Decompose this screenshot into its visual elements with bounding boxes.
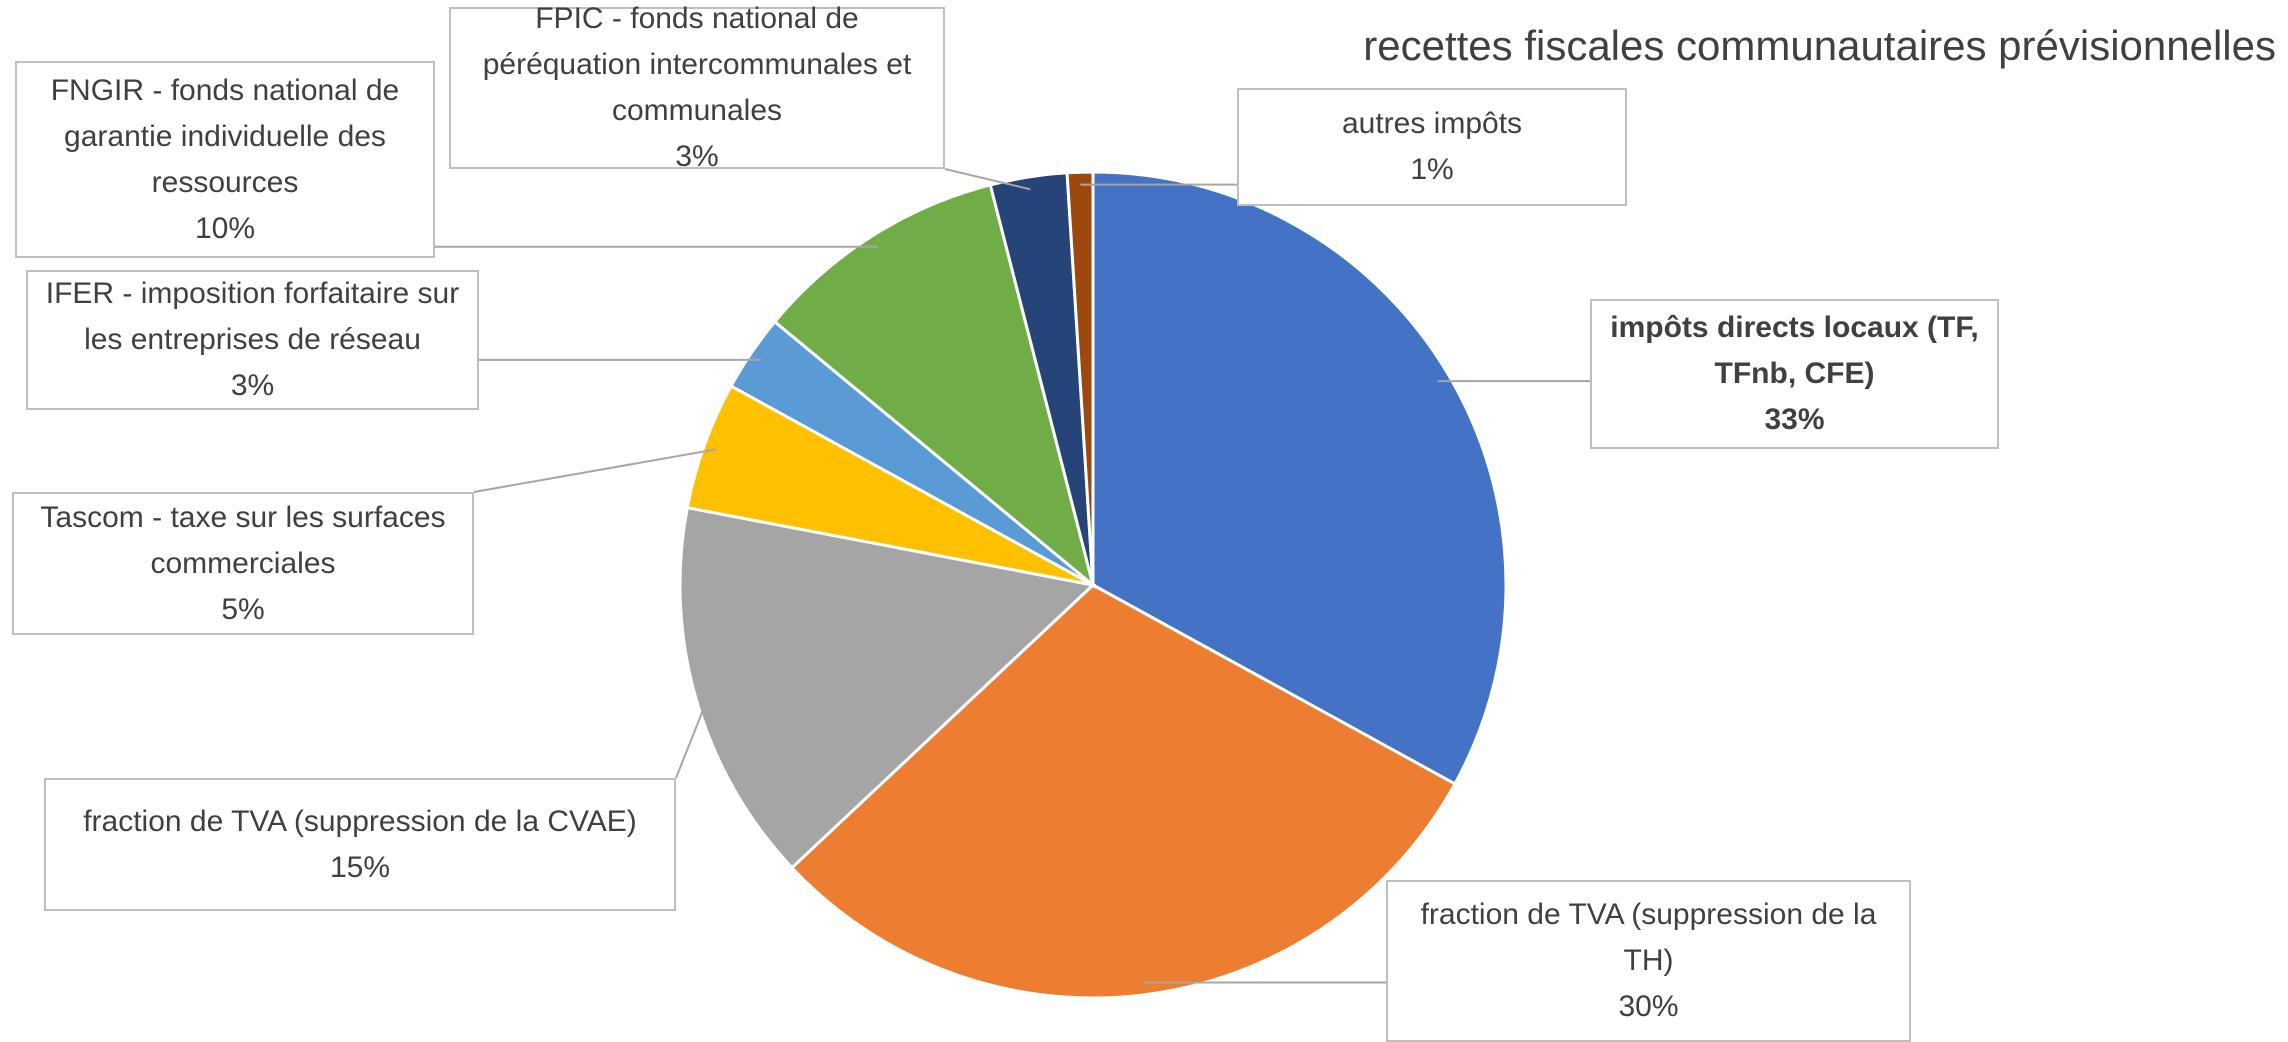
data-label-box: fraction de TVA (suppression de la TH) 30… xyxy=(1386,880,1911,1042)
pie-slice xyxy=(1091,170,1508,787)
data-label-box: FPIC - fonds national de péréquation int… xyxy=(449,2,945,173)
pie-slice xyxy=(789,583,1457,1000)
category-label: IFER - imposition forfaitaire sur les en… xyxy=(45,277,460,356)
category-label: impôts directs locaux (TF, TFnb, CFE) xyxy=(1610,311,1979,390)
value-label: 3% xyxy=(675,140,719,173)
category-label: autres impôts xyxy=(1341,107,1523,140)
data-label-box: impôts directs locaux (TF, TFnb, CFE) 33% xyxy=(1590,299,1999,449)
leader-line xyxy=(473,448,717,493)
category-label: FNGIR - fonds national de garantie indiv… xyxy=(50,73,400,199)
pie-slice xyxy=(1065,170,1095,586)
leader-line xyxy=(944,168,1031,191)
data-label-box: autres impôts 1% xyxy=(1237,88,1627,206)
category-label: fraction de TVA (suppression de la CVAE) xyxy=(83,804,637,838)
data-label-box: fraction de TVA (suppression de la CVAE)… xyxy=(44,778,676,911)
value-label: 5% xyxy=(221,592,265,626)
value-label: 10% xyxy=(194,211,256,245)
chart-title: recettes fiscales communautaires prévisi… xyxy=(1363,22,2276,69)
data-label-box: Tascom - taxe sur les surfaces commercia… xyxy=(12,492,474,635)
value-label: 15% xyxy=(329,850,391,884)
value-label: 1% xyxy=(1410,153,1454,186)
category-label: fraction de TVA (suppression de la TH) xyxy=(1420,898,1877,977)
data-label-box: FNGIR - fonds national de garantie indiv… xyxy=(15,61,435,258)
pie-slice xyxy=(772,183,1096,590)
pie-slice xyxy=(678,505,1097,870)
value-label: 3% xyxy=(230,369,275,402)
category-label: Tascom - taxe sur les surfaces commercia… xyxy=(40,500,446,580)
value-label: 33% xyxy=(1764,403,1825,436)
category-label: FPIC - fonds national de péréquation int… xyxy=(482,2,912,127)
value-label: 30% xyxy=(1618,990,1679,1023)
leader-line xyxy=(675,696,710,779)
data-label-box: IFER - imposition forfaitaire sur les en… xyxy=(26,270,479,410)
